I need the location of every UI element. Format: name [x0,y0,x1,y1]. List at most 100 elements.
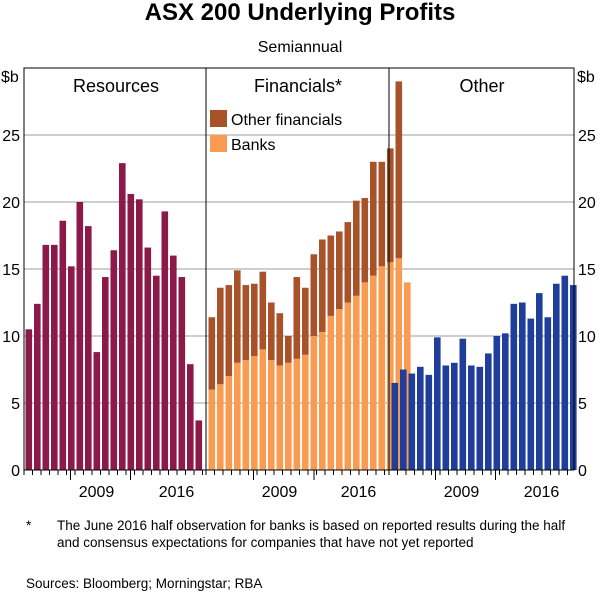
y-tick-label-left: 0 [11,463,20,480]
bar-financials-other-financials [370,161,377,276]
chart-title: ASX 200 Underlying Profits [144,0,456,26]
bar-other-other [400,369,407,470]
bar-financials-banks [225,376,233,470]
y-tick-label-right: 25 [578,128,596,145]
footnote-text: The June 2016 half observation for banks… [57,518,566,550]
y-tick-label-left: 20 [2,195,20,212]
y-tick-label-right: 10 [578,329,596,346]
bar-financials-other-financials [225,285,233,377]
bar-financials-other-financials [378,161,386,267]
bar-other-other [544,317,552,470]
bar-financials-banks [310,336,318,470]
bar-financials-other-financials [259,271,267,350]
bar-other-other [468,365,475,470]
bar-resources-resources [25,329,33,470]
chart-subtitle: Semiannual [257,39,343,56]
bar-financials-other-financials [310,254,318,336]
bar-resources-resources [119,163,126,470]
bar-financials-banks [217,384,224,470]
bar-financials-banks [344,302,352,470]
bar-financials-banks [259,349,267,470]
x-tick-label: 2009 [79,484,115,501]
legend-label-banks: Banks [231,137,275,154]
bar-other-other [391,382,399,470]
bar-resources-resources [153,275,160,470]
bar-other-other [476,366,484,470]
bar-financials-banks [336,309,343,470]
bar-other-other [417,366,424,470]
bar-other-other [485,353,492,470]
bar-financials-banks [353,295,360,470]
bar-resources-resources [59,220,67,470]
y-tick-label-left: 25 [2,128,20,145]
bar-financials-banks [276,365,284,470]
bar-other-other [434,337,441,470]
bar-resources-resources [187,364,194,470]
bar-financials-banks [293,358,301,470]
bar-financials-other-financials [327,235,335,316]
x-tick-label: 2009 [444,484,480,501]
bar-financials-other-financials [302,287,309,355]
bar-other-other [536,293,543,470]
bar-financials-banks [395,258,403,470]
bar-financials-other-financials [344,222,352,303]
bar-financials-banks [370,275,377,470]
y-tick-label-right: 5 [578,396,587,413]
bar-resources-resources [136,199,143,470]
bar-financials-banks [387,262,394,470]
bar-financials-other-financials [242,285,250,361]
y-tick-label-left: 15 [2,262,20,279]
bar-financials-other-financials [319,239,326,332]
bar-financials-banks [404,282,411,470]
bar-financials-banks [285,362,292,470]
y-unit-label-right: $b [577,69,595,86]
bar-resources-resources [144,247,152,470]
bar-financials-banks [208,389,216,470]
panel-title-financials: Financials* [254,76,342,96]
bar-financials-banks [251,356,258,470]
bar-financials-banks [302,354,309,470]
legend-swatch-banks [210,135,227,152]
bar-financials-banks [242,360,250,470]
y-tick-label-right: 15 [578,262,596,279]
bar-resources-resources [195,420,203,470]
bar-resources-resources [161,211,169,470]
bar-other-other [561,275,569,470]
bar-financials-other-financials [353,200,360,296]
x-tick-label: 2016 [159,484,195,501]
bar-financials-other-financials [217,287,224,385]
x-tick-label: 2016 [341,484,377,501]
bar-other-other [519,302,526,470]
footnote-marker: * [26,518,32,533]
bar-other-other [527,318,535,470]
bar-other-other [459,338,467,470]
bar-financials-banks [361,282,369,470]
bar-financials-other-financials [268,302,275,361]
x-tick-label: 2016 [524,484,560,501]
panel-title-other: Other [459,76,504,96]
bar-financials-other-financials [234,270,241,363]
bar-financials-banks [327,315,335,470]
bar-resources-resources [34,303,41,470]
y-tick-label-left: 10 [2,329,20,346]
bar-financials-other-financials [276,313,284,366]
legend-swatch-other-financials [210,110,227,127]
sources-text: Sources: Bloomberg; Morningstar; RBA [26,576,263,591]
bar-resources-resources [51,244,58,470]
bar-financials-banks [378,266,386,470]
bar-other-other [442,365,450,470]
bar-resources-resources [42,244,50,470]
x-tick-label: 2009 [262,484,298,501]
bar-other-other [510,303,518,470]
bar-financials-banks [268,360,275,470]
bar-financials-other-financials [361,197,369,283]
bar-resources-resources [93,352,101,470]
bar-resources-resources [110,250,118,470]
y-tick-label-right: 0 [578,463,587,480]
bar-financials-other-financials [336,231,343,310]
bar-financials-banks [319,331,326,470]
bar-other-other [502,333,509,470]
panel-title-resources: Resources [73,76,159,96]
bar-other-other [493,336,501,470]
